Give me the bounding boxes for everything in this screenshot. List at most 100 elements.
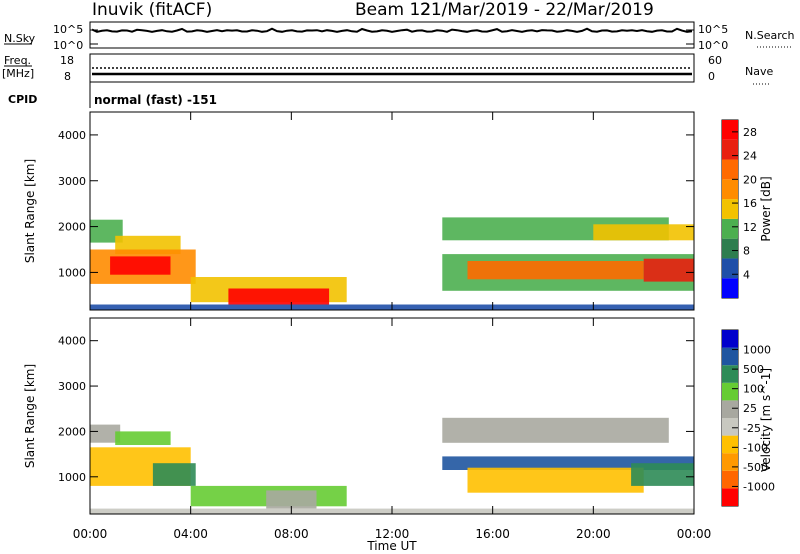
power-colorbar-tick-label: 24 (743, 150, 757, 163)
data-region-7 (442, 456, 694, 470)
velocity-x-axis: 00:00 04:00 08:00 12:00 16:00 20:00 00:00 (73, 318, 712, 541)
power-y-axis: 1000 2000 3000 4000 (58, 129, 694, 279)
power-colorbar-tick-label: 12 (743, 221, 757, 234)
nave-tick-high: 60 (708, 54, 722, 67)
data-region-6 (442, 417, 669, 443)
velocity-colorbar-cell (722, 488, 738, 506)
velocity-colorbar-tick-label: 25 (743, 402, 757, 415)
y-tick-label: 3000 (58, 175, 86, 188)
noise-strip: N.Sky 10^5 10^0 10^5 10^0 N.Search (4, 21, 795, 52)
x-tick-label: 16:00 (475, 527, 510, 541)
velocity-colorbar-tick-label: -25 (743, 422, 761, 435)
noise-sky-trace (91, 27, 693, 33)
x-tick-label: 00:00 (73, 527, 108, 541)
velocity-colorbar-tick-label: -500 (743, 461, 768, 474)
y-tick-label: 2000 (58, 221, 86, 234)
noise-right-tick-high: 10^5 (698, 23, 728, 36)
freq-tick-low: 8 (64, 70, 71, 83)
power-colorbar-cell (722, 258, 738, 279)
power-data (90, 217, 694, 310)
data-region-7 (593, 224, 694, 241)
beam-label: Beam 12 (355, 0, 432, 20)
power-colorbar-tick-label: 16 (743, 197, 757, 210)
x-tick-label: 20:00 (576, 527, 611, 541)
velocity-colorbar-cell (722, 470, 738, 489)
power-colorbar-tick-label: 28 (743, 126, 757, 139)
noise-left-tick-low: 10^0 (53, 39, 83, 52)
noise-right-tick-low: 10^0 (698, 39, 728, 52)
velocity-colorbar-tick-label: 500 (743, 363, 764, 376)
data-region-0 (90, 424, 121, 443)
velocity-colorbar-cell (722, 435, 738, 454)
data-region-3 (110, 256, 171, 275)
site-title: Inuvik (fitACF) (92, 0, 213, 20)
x-tick-label: 00:00 (677, 527, 712, 541)
velocity-colorbar-cell (722, 400, 738, 418)
data-region-8 (467, 467, 644, 493)
power-x-ticks (89, 112, 695, 310)
power-colorbar-cell (722, 120, 738, 140)
data-region-0 (90, 219, 123, 243)
velocity-colorbar-cell (722, 347, 738, 366)
data-region-1 (115, 431, 171, 445)
velocity-colorbar: -1000 -500 -100 -25 25 100 500 1000 Velocity [m… (721, 329, 775, 507)
y-tick-label: 4000 (58, 129, 86, 142)
power-colorbar-cell (722, 278, 738, 298)
freq-strip: Freq. [MHz] 18 8 60 0 Nave (2, 53, 773, 85)
velocity-colorbar-tick-label: 100 (743, 383, 764, 396)
y-tick-label: 2000 (58, 425, 86, 438)
y-tick-label: 3000 (58, 380, 86, 393)
freq-label-1: Freq. (4, 54, 31, 67)
noise-left-tick-high: 10^5 (53, 23, 83, 36)
power-colorbar-cell (722, 139, 738, 160)
noise-right-label: N.Search (745, 29, 795, 42)
power-colorbar-cell (722, 159, 738, 180)
velocity-colorbar-tick-label: 1000 (743, 344, 771, 357)
velocity-data (90, 417, 694, 514)
power-colorbar-cell (722, 199, 738, 219)
data-region-10 (643, 258, 694, 282)
data-region-5 (266, 490, 317, 509)
cpid-value: normal (fast) -151 (94, 93, 217, 107)
velocity-colorbar-label: Velocity [m s^-1] (759, 368, 773, 472)
data-region-5 (228, 288, 330, 305)
freq-label-2: [MHz] (2, 67, 34, 80)
power-ylabel: Slant Range [km] (23, 159, 37, 263)
y-tick-label: 1000 (58, 266, 86, 279)
velocity-colorbar-tick-label: -1000 (743, 480, 775, 493)
velocity-y-axis: 1000 2000 3000 4000 (58, 335, 694, 484)
y-tick-label: 4000 (58, 335, 86, 348)
power-colorbar-tick-label: 8 (743, 245, 750, 258)
x-axis-label: Time UT (366, 539, 417, 553)
data-region-9 (631, 463, 694, 486)
nave-label: Nave (745, 65, 773, 78)
power-colorbar: 4 8 12 16 20 24 28 Power [dB] (721, 119, 773, 299)
power-colorbar-cell (722, 218, 738, 239)
velocity-colorbar-cell (722, 418, 738, 436)
cpid-label: CPID (8, 93, 37, 106)
nave-tick-low: 0 (708, 70, 715, 83)
date-range: 21/Mar/2019 - 22/Mar/2019 (420, 0, 654, 20)
freq-tick-high: 18 (60, 54, 74, 67)
x-tick-label: 12:00 (375, 527, 410, 541)
power-panel: 1000 2000 3000 4000 Slant Range [km] (23, 111, 695, 311)
power-colorbar-tick-label: 4 (743, 268, 750, 281)
data-region-9 (467, 261, 644, 280)
x-tick-label: 08:00 (274, 527, 309, 541)
velocity-colorbar-cell (722, 382, 738, 401)
noise-left-label: N.Sky (4, 32, 36, 45)
velocity-colorbar-cell (722, 330, 738, 348)
power-colorbar-tick-label: 20 (743, 173, 757, 186)
power-colorbar-cell (722, 238, 738, 259)
velocity-panel: 1000 2000 3000 4000 00:00 04:00 08:00 12:00 16:… (23, 317, 712, 553)
x-tick-label: 04:00 (173, 527, 208, 541)
data-region-3 (152, 463, 196, 486)
power-colorbar-cell (722, 179, 738, 200)
power-colorbar-label: Power [dB] (759, 176, 773, 241)
velocity-ylabel: Slant Range [km] (23, 364, 37, 468)
velocity-colorbar-cell (722, 365, 738, 383)
velocity-colorbar-cell (722, 453, 738, 471)
velocity-colorbar-tick-label: -100 (743, 441, 768, 454)
y-tick-label: 1000 (58, 471, 86, 484)
